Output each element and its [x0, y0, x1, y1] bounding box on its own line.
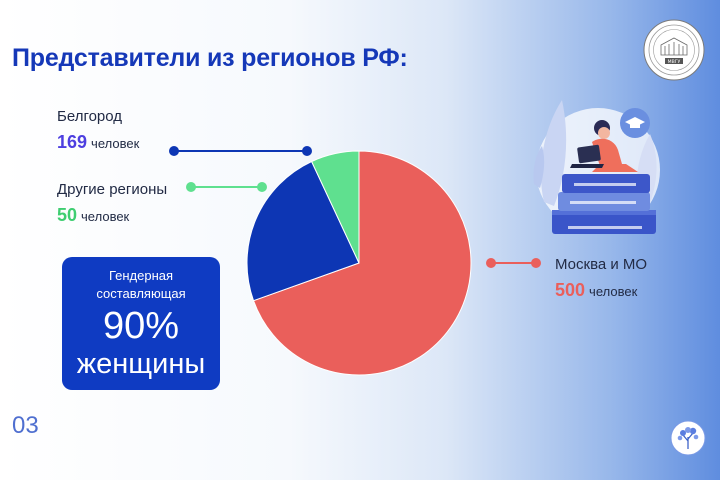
legend-belgorod: Белгород 169 человек [57, 108, 139, 153]
pie-slice-другие-регионы [310, 150, 360, 264]
gender-percent: 90% [102, 305, 180, 347]
legend-belgorod-number: 169 [57, 132, 88, 152]
svg-text:МВГУ: МВГУ [668, 59, 681, 65]
university-logo: МВГУ [643, 19, 705, 81]
pie-slices [246, 150, 472, 376]
leader-dot-moscow [531, 258, 541, 268]
legend-moscow-unit: человек [589, 284, 638, 299]
legend-belgorod-unit: человек [91, 136, 140, 151]
leader-dot-moscow [486, 258, 496, 268]
leader-lines [169, 146, 541, 268]
leader-dot-others [186, 182, 196, 192]
legend-others: Другие регионы 50 человек [57, 181, 167, 226]
page-title: Представители из регионов РФ: [12, 44, 408, 72]
gender-box: Гендерная составляющая 90% женщины [62, 257, 220, 390]
gender-caption: Гендерная составляющая [96, 268, 186, 301]
leader-dot-others [257, 182, 267, 192]
legend-moscow-value: 500 человек [555, 280, 647, 301]
leader-dot-belgorod [302, 146, 312, 156]
legend-others-value: 50 человек [57, 205, 167, 226]
legend-others-name: Другие регионы [57, 181, 168, 198]
legend-moscow: Москва и МО 500 человек [555, 256, 647, 301]
legend-others-number: 50 [57, 205, 78, 225]
legend-belgorod-value: 169 человек [57, 132, 139, 153]
pie-slice-белгород [246, 160, 360, 302]
pie-slice-москва-и-мо [252, 150, 472, 376]
page-number: 03 [12, 412, 39, 439]
legend-others-unit: человек [81, 209, 130, 224]
legend-moscow-number: 500 [555, 280, 586, 300]
gender-word: женщины [76, 348, 206, 380]
tree-emblem-icon [670, 420, 706, 456]
legend-moscow-name: Москва и МО [555, 256, 648, 273]
student-illustration [533, 100, 660, 234]
leader-dot-belgorod [169, 146, 179, 156]
legend-belgorod-name: Белгород [57, 108, 123, 125]
